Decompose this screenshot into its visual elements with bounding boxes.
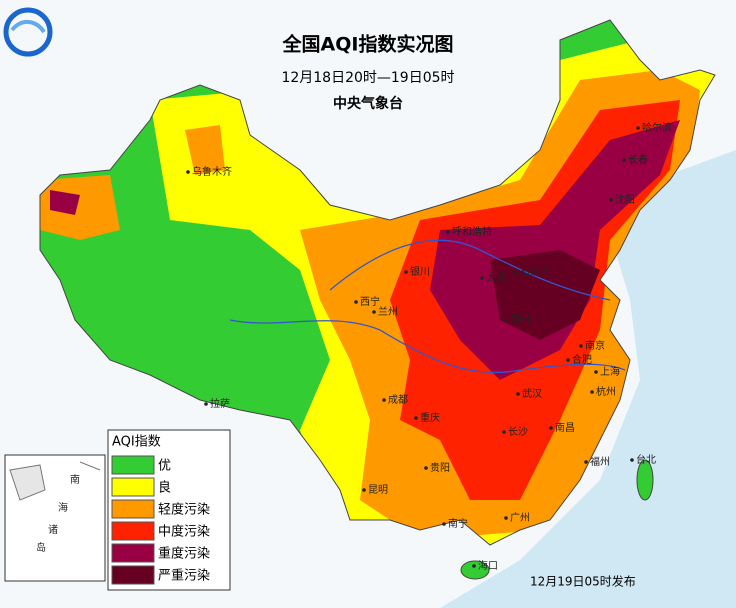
city-label: 兰州 [378, 305, 398, 318]
city-dot [630, 458, 634, 462]
legend-swatch [111, 455, 155, 475]
inset-label: 诸 [48, 524, 58, 536]
city-label: 呼和浩特 [452, 226, 492, 238]
legend-label: 中度污染 [158, 524, 210, 540]
river [329, 239, 611, 301]
city-label: 长春 [628, 154, 648, 166]
legend-swatch [111, 521, 155, 541]
city-dot [514, 270, 518, 274]
city-label: 太原 [486, 271, 506, 284]
city-label: 郑州 [510, 313, 530, 326]
city-dot [504, 516, 508, 520]
country-border [39, 19, 716, 546]
city-dot [414, 416, 418, 420]
city-label: 哈尔滨 [642, 121, 672, 134]
legend-title: AQI指数 [112, 435, 161, 450]
city-label: 昆明 [368, 484, 388, 496]
city-dot [186, 170, 190, 174]
city-dot [382, 398, 386, 402]
city-dot [354, 300, 358, 304]
city-dot [502, 430, 506, 434]
city-label: 福州 [590, 455, 610, 468]
legend-swatch [111, 499, 155, 519]
legend-swatch [111, 565, 155, 585]
legend-label: 重度污染 [158, 546, 210, 562]
river [229, 319, 626, 374]
city-dot [442, 522, 446, 526]
city-dot [372, 310, 376, 314]
legend-label: 严重污染 [158, 568, 210, 584]
city-label: 成都 [388, 394, 408, 406]
inset-label: 海 [58, 501, 68, 514]
city-label: 合肥 [572, 353, 592, 366]
city-label: 西宁 [360, 295, 380, 308]
city-dot [404, 270, 408, 274]
city-dot [549, 426, 553, 430]
city-label: 上海 [600, 365, 620, 378]
city-label: 长沙 [508, 426, 528, 438]
city-label: 重庆 [420, 411, 440, 424]
city-label: 杭州 [596, 385, 616, 398]
legend-label: 轻度污染 [158, 502, 210, 518]
city-label: 南京 [585, 339, 605, 352]
logo [3, 7, 53, 57]
title: 全国AQI指数实况图 [282, 33, 454, 56]
city-dot [566, 358, 570, 362]
city-label: 沈阳 [615, 193, 635, 206]
city-label: 拉萨 [210, 397, 230, 410]
city-label: 南宁 [448, 517, 468, 530]
city-dot [609, 198, 613, 202]
city-label: 石家庄 [520, 265, 550, 278]
city-label: 乌鲁木齐 [192, 165, 232, 178]
hainan [460, 560, 490, 580]
city-dot [516, 392, 520, 396]
city-dot [472, 564, 476, 568]
city-dot [622, 158, 626, 162]
city-dot [590, 390, 594, 394]
inset: 南 海 诸 岛 [4, 454, 106, 582]
taiwan [636, 459, 654, 501]
legend-label: 优 [158, 459, 171, 474]
city-dot [204, 402, 208, 406]
city-label: 银川 [410, 265, 430, 278]
city-dot [584, 460, 588, 464]
agency: 中央气象台 [333, 95, 403, 112]
city-dot [636, 126, 640, 130]
city-label: 武汉 [522, 387, 542, 400]
period: 12月18日20时—19日05时 [281, 70, 454, 86]
legend-label: 良 [158, 480, 171, 496]
legend-swatch [111, 477, 155, 497]
publish-note: 12月19日05时发布 [530, 574, 636, 589]
city-dot [424, 466, 428, 470]
inset-label: 南 [70, 473, 80, 486]
sea [440, 150, 736, 608]
city-label: 海口 [478, 559, 498, 572]
city-dot [362, 488, 366, 492]
city-dot [446, 230, 450, 234]
inset-label: 岛 [36, 541, 46, 554]
city-dot [579, 344, 583, 348]
city-dot [480, 276, 484, 280]
city-label: 广州 [510, 512, 530, 524]
city-dot [594, 370, 598, 374]
legend-swatch [111, 543, 155, 563]
city-label: 南昌 [555, 421, 575, 434]
city-dot [504, 318, 508, 322]
city-label: 台北 [636, 453, 656, 466]
city-label: 贵阳 [430, 461, 450, 474]
